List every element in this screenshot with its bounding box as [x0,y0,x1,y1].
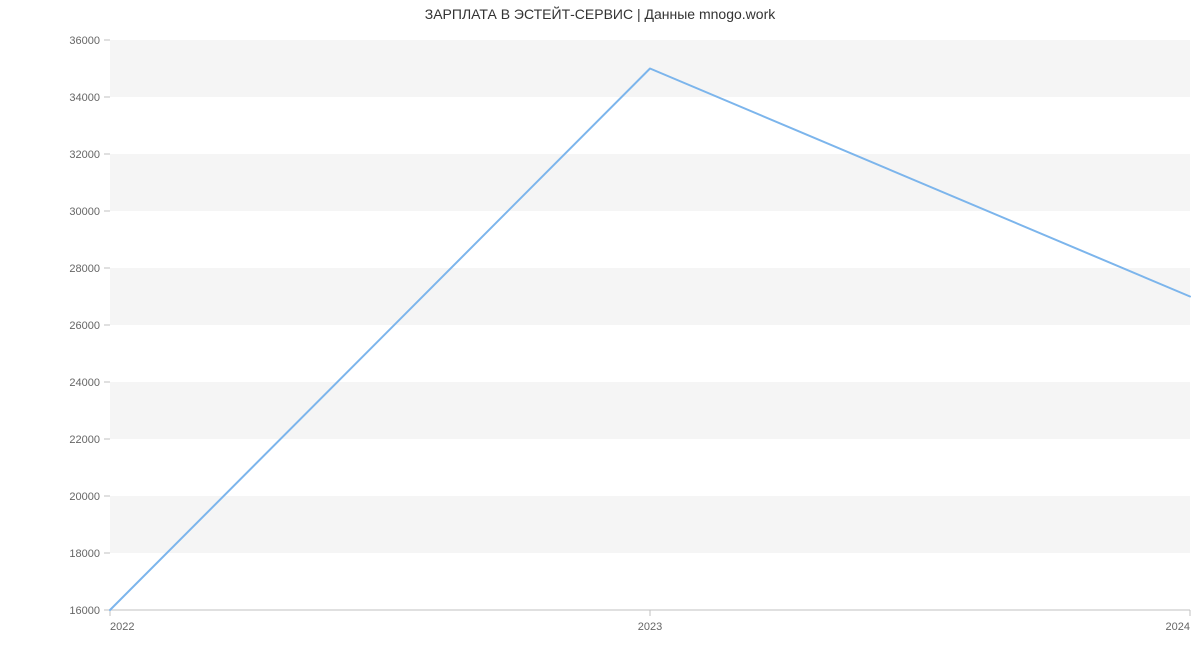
x-tick-label: 2024 [1166,621,1190,633]
y-tick-label: 26000 [69,320,100,332]
y-tick-label: 18000 [69,548,100,560]
y-tick-label: 32000 [69,149,100,161]
salary-line-chart: ЗАРПЛАТА В ЭСТЕЙТ-СЕРВИС | Данные mnogo.… [0,0,1200,650]
x-tick-label: 2023 [638,621,662,633]
grid-band [110,154,1190,211]
y-tick-label: 36000 [69,35,100,47]
x-tick-label: 2022 [110,621,134,633]
grid-band [110,268,1190,325]
chart-svg: 16000 18000 20000 22000 24000 26000 28000 30000… [0,0,1200,650]
grid-band [110,496,1190,553]
y-tick-label: 22000 [69,434,100,446]
grid-band [110,382,1190,439]
y-tick-label: 20000 [69,491,100,503]
y-tick-label: 28000 [69,263,100,275]
y-tick-label: 34000 [69,92,100,104]
y-tick-label: 16000 [69,605,100,617]
chart-title: ЗАРПЛАТА В ЭСТЕЙТ-СЕРВИС | Данные mnogo.… [0,6,1200,22]
y-tick-label: 30000 [69,206,100,218]
y-tick-label: 24000 [69,377,100,389]
